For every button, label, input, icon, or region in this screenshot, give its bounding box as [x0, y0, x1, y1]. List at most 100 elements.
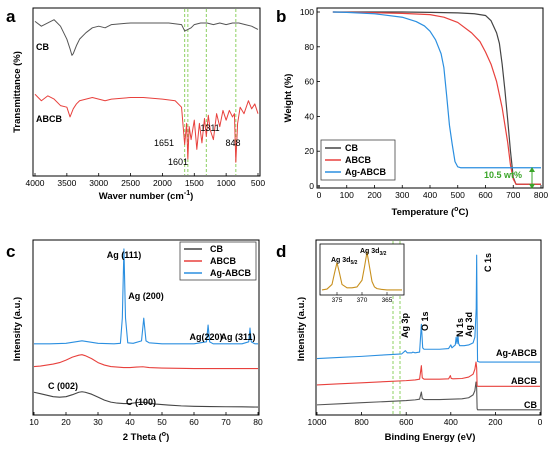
inset-series-line — [321, 251, 402, 291]
x-d-tick-label-600: 600 — [399, 417, 413, 427]
series-line-ag-abcb-b — [332, 11, 541, 169]
annotation-c002: C (002) — [48, 381, 78, 391]
annotation-ag200: Ag (200) — [128, 291, 164, 301]
x-a-tick-label-4000: 4000 — [26, 178, 45, 188]
annotation-ag220: Ag(220) — [189, 332, 222, 342]
x-ticks-c: 10 20 30 40 50 60 70 80 — [29, 412, 263, 427]
panel-label-a: a — [6, 7, 16, 26]
x-b-tick-label-700: 700 — [506, 190, 520, 200]
inset-tick-label-375: 375 — [332, 297, 343, 304]
inset-label-ag3d52: Ag 3d5/2 — [331, 257, 358, 266]
series-lines-d — [316, 254, 540, 411]
y-b-tick-label-40: 40 — [305, 111, 315, 121]
series-label-agabcb-d: Ag-ABCB — [496, 348, 537, 358]
annotation-848: 848 — [225, 138, 240, 148]
x-d-tick-label-0: 0 — [538, 417, 543, 427]
x-a-tick-label-3000: 3000 — [89, 178, 108, 188]
x-c-tick-label-50: 50 — [157, 417, 167, 427]
residue-annotation: 10.5 wt% — [484, 170, 522, 180]
y-b-tick-label-60: 60 — [305, 77, 315, 87]
x-ticks-d: 1000 800 600 400 200 0 — [308, 412, 543, 427]
x-b-tick-label-800: 800 — [534, 190, 548, 200]
series-line-ag-abcb-c — [34, 248, 258, 345]
legend-b: CB ABCB Ag-ABCB — [320, 139, 396, 181]
x-d-tick-label-400: 400 — [444, 417, 458, 427]
series-lines-b — [332, 11, 541, 185]
x-a-tick-label-500: 500 — [251, 178, 265, 188]
y-b-tick-label-80: 80 — [305, 42, 315, 52]
annotation-c1s: C 1s — [483, 253, 493, 272]
panel-a: 4000 3500 3000 2500 2000 1500 1000 500 Waver nu… — [12, 7, 265, 202]
x-axis-label-c: 2 Theta (o) — [123, 431, 170, 443]
x-axis-label-b: Temperature (oC) — [392, 206, 469, 218]
x-b-tick-label-400: 400 — [423, 190, 437, 200]
x-a-tick-label-2500: 2500 — [121, 178, 140, 188]
residue-marker-b: 10.5 wt% — [484, 167, 535, 189]
legend-label-agabcb-b: Ag-ABCB — [345, 167, 386, 177]
panel-c: 10 20 30 40 50 60 70 80 2 Theta (o) Intensity (… — [12, 239, 263, 443]
legend-label-agabcb-c: Ag-ABCB — [210, 268, 251, 278]
x-ticks-a: 4000 3500 3000 2500 2000 1500 1000 500 — [26, 173, 265, 188]
x-a-tick-label-1000: 1000 — [217, 178, 236, 188]
x-b-tick-label-300: 300 — [395, 190, 409, 200]
x-c-tick-label-70: 70 — [221, 417, 231, 427]
residue-arrow-up-icon — [529, 167, 535, 172]
legend-label-cb-b: CB — [345, 143, 358, 153]
series-line-cb-a — [34, 19, 259, 56]
series-lines-a — [34, 19, 259, 163]
y-axis-label-d: Intensity (a.u.) — [296, 297, 307, 361]
inset-frame — [319, 243, 405, 296]
annotation-1601: 1601 — [168, 157, 188, 167]
annotation-o1s: O 1s — [420, 311, 430, 331]
x-b-tick-label-600: 600 — [478, 190, 492, 200]
annotation-n1s: N 1s — [455, 318, 465, 337]
residue-arrow-down-icon — [529, 184, 535, 189]
x-a-tick-label-2000: 2000 — [153, 178, 172, 188]
x-d-tick-label-1000: 1000 — [308, 417, 327, 427]
x-c-tick-label-10: 10 — [29, 417, 39, 427]
x-a-tick-label-1500: 1500 — [185, 178, 204, 188]
legend-label-cb-c: CB — [210, 244, 223, 254]
inset-ag3d: 375 370 365 Ag 3d5/2 Ag 3d3/2 — [319, 243, 405, 304]
inset-line — [321, 251, 402, 291]
guide-lines-a — [184, 9, 237, 175]
x-c-tick-label-60: 60 — [189, 417, 199, 427]
panel-label-b: b — [276, 7, 286, 26]
annotation-c100: C (100) — [126, 397, 156, 407]
series-line-cb-c — [33, 391, 259, 408]
series-lines-c — [33, 248, 259, 408]
inset-x-ticks: 375 370 365 — [332, 292, 393, 304]
series-line-ag-abcb-d — [316, 254, 540, 363]
y-b-tick-label-100: 100 — [300, 7, 314, 17]
annotation-ag3p: Ag 3p — [400, 312, 410, 338]
series-line-abcb-a — [34, 93, 259, 163]
y-b-tick-label-0: 0 — [309, 181, 314, 191]
y-axis-label-c: Intensity (a.u.) — [12, 297, 23, 361]
y-axis-label-a: Transmittance (%) — [12, 51, 23, 133]
panel-label-c: c — [6, 242, 15, 261]
legend-label-abcb-b: ABCB — [345, 155, 371, 165]
series-line-abcb-b — [332, 11, 541, 185]
x-c-tick-label-40: 40 — [125, 417, 135, 427]
x-c-tick-label-20: 20 — [61, 417, 71, 427]
panel-d: 1000 800 600 400 200 0 Binding Energy (eV) In… — [296, 239, 543, 443]
series-line-abcb-c — [33, 354, 258, 370]
x-d-tick-label-200: 200 — [488, 417, 502, 427]
series-line-cb-d — [316, 381, 540, 411]
series-label-abcb-a: ABCB — [36, 114, 62, 124]
inset-label-ag3d32: Ag 3d3/2 — [360, 248, 387, 257]
x-b-tick-label-500: 500 — [451, 190, 465, 200]
panel-b: 0 100 200 300 400 500 600 700 800 0 20 40 60 80 100 Te… — [283, 7, 548, 218]
annotation-1311: 1311 — [200, 123, 219, 133]
panel-label-d: d — [276, 242, 286, 261]
plot-frame-a — [32, 7, 261, 177]
x-b-tick-label-100: 100 — [340, 190, 354, 200]
x-axis-label-a: Waver number (cm-1) — [99, 190, 194, 202]
x-a-tick-label-3500: 3500 — [57, 178, 76, 188]
x-c-tick-label-80: 80 — [253, 417, 263, 427]
annotation-ag311: Ag (311) — [220, 332, 255, 342]
annotation-1651: 1651 — [154, 138, 174, 148]
x-b-tick-label-200: 200 — [367, 190, 381, 200]
inset-tick-label-365: 365 — [382, 297, 393, 304]
